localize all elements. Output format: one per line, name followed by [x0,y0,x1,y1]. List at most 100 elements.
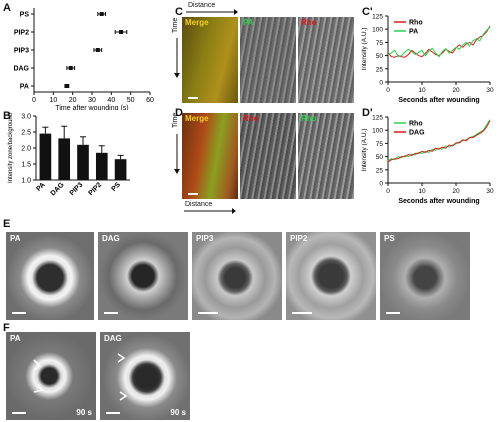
micrograph-e-ps: PS [380,232,470,320]
y-tick-label: 1.5 [21,162,31,169]
y-tick-label: 2.5 [21,130,31,137]
category-label: PA [20,84,29,91]
kymograph-d-merge: Merge [182,113,238,199]
x-tick-label: 0 [386,188,390,195]
scale-bar [188,97,198,99]
scale-bar [198,312,218,314]
distance-arrow-bottom [184,208,236,214]
chart-b: 1.0 1.5 2.0 2.5 3.0 Intensity zone/background… [8,113,130,197]
series-line [387,119,491,162]
category-label: DAG [13,66,29,73]
micrograph-f-pa: PA 90 s [6,332,96,420]
category-label: PS [110,181,122,193]
x-tick-label: 20 [452,188,460,195]
legend-label: Rho [409,20,423,27]
y-tick-label: 75 [376,141,384,148]
scale-bar [106,412,120,414]
panel-label-d: D [175,107,183,119]
data-point [68,66,73,70]
micrograph-label: PS [384,234,395,243]
micrograph-label: DAG [104,334,122,343]
x-tick-label: 10 [418,188,426,195]
data-point [64,84,69,88]
distance-label-bottom: Distance [185,201,213,208]
distance-label-top: Distance [188,2,216,9]
y-tick-label: 0 [379,80,383,87]
arrowhead-icon [33,359,44,393]
time-arrow-c [174,38,180,78]
series-line [387,26,491,58]
chart-c-prime: 0 25 50 75 100 125 0 10 20 30 Seconds after woundi… [361,14,494,105]
category-label: PIP2 [88,181,104,197]
bar [39,133,52,180]
chart-d-prime: 0 25 50 75 100 125 0 10 20 30 Seconds after woundi… [361,115,494,206]
y-axis-label: Intensity (A.U.) [361,129,368,172]
time-arrow-d [174,134,180,174]
x-tick-label: 30 [486,188,494,195]
kymograph-label: Merge [185,114,209,123]
y-tick-label: 2.0 [21,146,31,153]
panel-label-a: A [3,2,11,14]
x-tick-label: 40 [107,97,115,104]
y-tick-label: 100 [372,128,383,135]
micrograph-e-pa: PA [6,232,94,320]
y-axis-label: Intensity (A.U.) [361,28,368,71]
y-tick-label: 50 [376,53,384,60]
category-label: DAG [50,181,66,197]
micrograph-label: DAG [102,234,120,243]
panel-label-c-prime: C' [362,6,373,18]
panel-label-d-prime: D' [362,107,373,119]
category-label: PA [35,181,46,192]
distance-arrow-top [186,9,238,15]
scale-bar [12,412,26,414]
scale-bar [188,193,198,195]
y-tick-label: 3.0 [21,114,31,121]
category-label: PIP2 [14,30,29,37]
category-label: PIP3 [69,181,85,197]
legend-label: PA [409,29,418,36]
x-tick-label: 10 [49,97,57,104]
category-label: PIP3 [14,48,29,55]
series-line [387,120,491,163]
micrograph-label: PIP3 [196,234,214,243]
series-line [387,25,491,58]
bar [114,159,127,180]
y-tick-label: 0 [379,181,383,188]
y-tick-label: 125 [372,115,383,122]
data-point [119,30,123,34]
kymograph-label: Merge [185,18,209,27]
data-point [95,48,100,52]
x-axis-label: Seconds after wounding [398,97,479,104]
bar [77,144,89,180]
x-tick-label: 30 [88,97,96,104]
x-tick-label: 0 [386,87,390,94]
x-tick-label: 30 [486,87,494,94]
time-label-d: Time [172,112,179,128]
micrograph-e-dag: DAG [98,232,188,320]
x-axis-label: Time after wounding (s) [55,105,128,110]
x-tick-label: 10 [418,87,426,94]
y-tick-label: 100 [372,27,383,34]
legend-label: Rho [409,121,423,128]
bar [95,152,108,180]
data-point [99,12,104,16]
legend-label: DAG [409,130,425,137]
panel-label-f: F [3,322,10,334]
arrowhead-icon [117,353,128,401]
micrograph-e-pip3: PIP3 [192,232,282,320]
micrograph-f-dag: DAG 90 s [100,332,190,420]
micrograph-label: PA [10,234,21,243]
timestamp: 90 s [170,408,186,417]
y-tick-label: 50 [376,154,384,161]
kymograph-label: Rho [301,18,317,27]
scale-bar [12,312,26,314]
x-tick-label: 50 [127,97,135,104]
kymograph-c-pa: PA [240,17,296,103]
scale-bar [386,312,400,314]
kymograph-label: Rho [243,114,259,123]
x-tick-label: 20 [452,87,460,94]
kymograph-label: PA [243,18,254,27]
kymograph-c-merge: Merge [182,17,238,103]
y-tick-label: 75 [376,40,384,47]
y-tick-label: 125 [372,14,383,21]
